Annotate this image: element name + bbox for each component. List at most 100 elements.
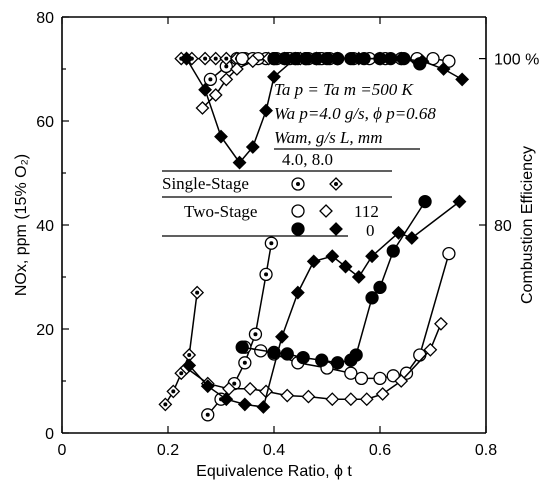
data-point xyxy=(413,348,427,362)
data-point xyxy=(436,62,451,76)
tick-labels: 0 0.2 0.4 0.6 0.8 0 20 40 60 80 xyxy=(36,10,497,459)
legend-header: Wam, g/s L, mm xyxy=(274,128,382,147)
right-tick-labels: 80 100 % xyxy=(494,52,539,235)
legend-L-0: 0 xyxy=(366,221,375,240)
data-point xyxy=(455,72,470,87)
data-point xyxy=(267,69,281,84)
data-point-dot xyxy=(264,272,269,277)
legend: Ta p = Ta m =500 K Wa p=4.0 g/s, ϕ p=0.6… xyxy=(162,80,436,240)
data-point xyxy=(325,392,340,407)
y-tick-label: 20 xyxy=(36,322,54,339)
data-point-dot xyxy=(334,182,338,186)
data-point-dot xyxy=(208,77,213,82)
data-point xyxy=(442,54,456,68)
data-point xyxy=(214,129,228,144)
data-point xyxy=(418,194,432,209)
data-point xyxy=(222,381,236,396)
data-point xyxy=(452,194,467,209)
data-point-dot xyxy=(213,56,218,61)
y-axis-right-label: Combustion Efficiency xyxy=(519,146,536,304)
legend-two-filledcircle xyxy=(291,222,305,236)
data-point xyxy=(359,392,374,407)
data-point xyxy=(235,340,249,354)
data-point xyxy=(195,101,210,115)
data-point xyxy=(329,222,343,236)
data-point-dot xyxy=(203,56,208,61)
data-point xyxy=(306,254,321,269)
data-point-dot xyxy=(224,56,229,61)
series xyxy=(179,316,448,407)
data-point xyxy=(338,259,353,274)
data-point xyxy=(288,51,303,66)
data-point xyxy=(237,397,252,412)
data-point xyxy=(259,103,273,118)
legend-two-stage: Two-Stage xyxy=(184,202,257,221)
data-point xyxy=(229,62,244,76)
data-point xyxy=(291,222,305,236)
x-tick-label: 0 xyxy=(58,442,67,459)
data-point xyxy=(365,291,379,305)
data-point xyxy=(386,369,400,383)
data-point xyxy=(394,374,409,388)
right-tick-label: 100 % xyxy=(494,52,539,69)
legend-single-dotdiamond xyxy=(329,177,343,191)
data-point xyxy=(343,392,358,407)
series xyxy=(158,285,205,412)
x-tick-label: 0.4 xyxy=(263,442,285,459)
data-point xyxy=(200,379,215,394)
right-tick-label: 80 xyxy=(494,218,512,235)
data-point-dot xyxy=(269,241,274,246)
legend-two-filleddiamond xyxy=(329,222,343,236)
data-point xyxy=(391,225,406,240)
data-point-dot xyxy=(242,360,247,365)
series xyxy=(179,51,470,170)
data-point xyxy=(296,350,310,365)
data-point xyxy=(243,381,258,396)
ticks xyxy=(61,16,487,434)
data-point xyxy=(330,51,345,66)
series xyxy=(201,236,279,422)
data-point xyxy=(301,389,316,404)
y-tick-label: 0 xyxy=(45,426,54,443)
data-point-dot xyxy=(195,290,200,295)
data-point xyxy=(423,342,438,357)
data-point xyxy=(325,249,340,264)
data-point xyxy=(351,51,366,66)
legend-two-diamond xyxy=(319,204,333,218)
legend-L-112: 112 xyxy=(354,202,379,221)
data-point xyxy=(404,231,419,245)
data-point-dot xyxy=(179,371,184,376)
legend-header-values: 4.0, 8.0 xyxy=(282,150,333,169)
data-point xyxy=(256,400,271,414)
data-point xyxy=(319,204,333,218)
data-point xyxy=(365,249,379,264)
data-point xyxy=(309,51,324,66)
y-tick-label: 60 xyxy=(36,114,54,131)
data-point xyxy=(394,51,409,66)
data-point-dot xyxy=(205,412,210,417)
data-point xyxy=(399,366,414,380)
legend-two-circle xyxy=(291,204,305,218)
data-point xyxy=(280,388,295,403)
data-point xyxy=(373,371,387,386)
legend-cond1: Ta p = Ta m =500 K xyxy=(274,80,415,99)
data-point xyxy=(344,366,358,380)
data-point xyxy=(179,51,194,66)
data-point-dot xyxy=(187,353,192,357)
data-point xyxy=(349,348,363,362)
data-point xyxy=(330,356,345,370)
data-point xyxy=(290,285,305,300)
series-line xyxy=(185,57,463,164)
data-point xyxy=(275,329,289,344)
data-point-dot xyxy=(296,182,300,186)
data-point-dot xyxy=(224,64,229,69)
series-line xyxy=(188,201,460,408)
series-layer xyxy=(158,51,470,422)
data-point xyxy=(219,72,234,87)
data-point-dot xyxy=(253,332,258,337)
data-point xyxy=(354,371,369,386)
data-point xyxy=(415,54,430,69)
data-point-dot xyxy=(171,389,176,394)
data-point xyxy=(219,392,234,407)
